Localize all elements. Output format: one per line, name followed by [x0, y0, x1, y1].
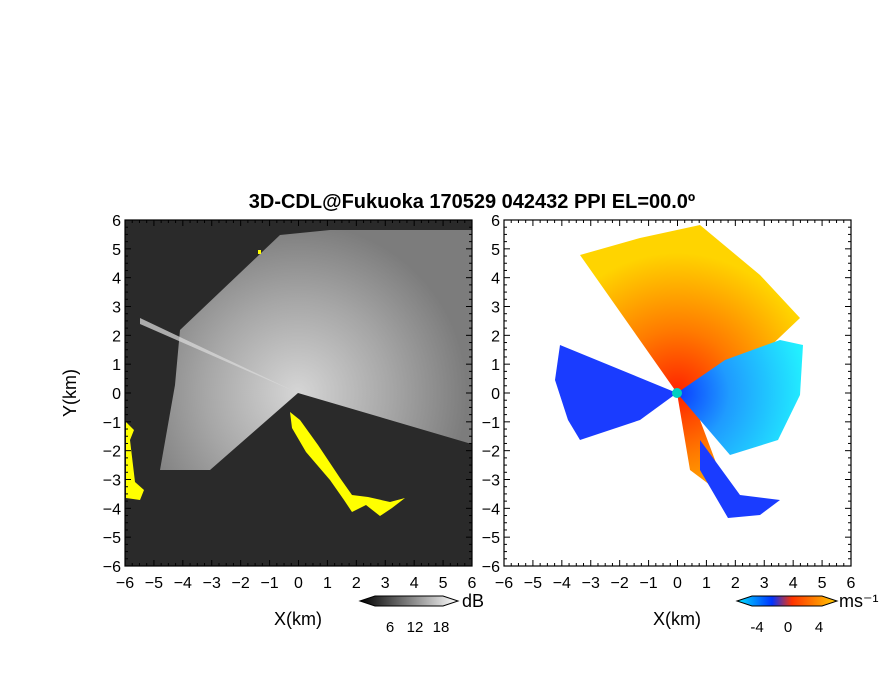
- left-ytick-label: 1: [112, 357, 121, 374]
- left-colorbar-tick-3: 18: [433, 619, 450, 636]
- left-ytick-label: 4: [112, 271, 121, 288]
- right-ytick-label: −4: [482, 501, 500, 518]
- right-colorbar-tick-1: -4: [750, 619, 763, 636]
- right-colorbar-tick-3: 4: [815, 619, 823, 636]
- left-ytick-label: 3: [112, 300, 121, 317]
- right-xlabel: X(km): [653, 609, 701, 629]
- left-ytick-label: −3: [103, 473, 121, 490]
- right-ytick-label: −5: [482, 530, 500, 547]
- left-xtick-label: 3: [381, 575, 390, 592]
- right-southeast-edge: [700, 440, 780, 518]
- left-xtick-label: 4: [410, 575, 419, 592]
- right-ytick-label: 6: [491, 213, 500, 230]
- right-colorbar: ms⁻¹ -4 0 4: [735, 591, 879, 636]
- right-west-beams: [555, 345, 677, 440]
- left-xtick-label: −6: [116, 575, 134, 592]
- left-ytick-label: 0: [112, 386, 121, 403]
- right-xtick-label: 6: [847, 575, 856, 592]
- right-panel-ticks: −6 −5 −4 −3 −2 −1 0 1 2 3 4 5 6 −6 −5 −4 −3 −2 −1 0 1 2 3 4 5 6: [482, 213, 856, 592]
- left-ytick-label: −2: [103, 444, 121, 461]
- left-colorbar-tick-2: 12: [407, 619, 424, 636]
- left-ytick-label: −1: [103, 415, 121, 432]
- right-ytick-label: −6: [482, 559, 500, 576]
- left-colorbar-bar: [358, 595, 460, 607]
- right-ytick-label: 4: [491, 271, 500, 288]
- left-ytick-label: 5: [112, 242, 121, 259]
- left-highlight-speck: [258, 250, 261, 254]
- left-panel-ticks: −6 −5 −4 −3 −2 −1 0 1 2 3 4 5 6 −6 −5 −4 −3 −2 −1 0 1 2 3 4 5 6: [103, 213, 477, 592]
- left-ytick-label: −5: [103, 530, 121, 547]
- right-xtick-label: −2: [611, 575, 629, 592]
- right-xtick-label: 0: [673, 575, 682, 592]
- left-xtick-label: 0: [294, 575, 303, 592]
- left-ytick-label: 2: [112, 328, 121, 345]
- left-ytick-label: 6: [112, 213, 121, 230]
- chart-title: 3D-CDL@Fukuoka 170529 042432 PPI EL=00.0…: [249, 191, 695, 213]
- right-ytick-label: −1: [482, 415, 500, 432]
- right-xtick-label: −3: [582, 575, 600, 592]
- left-echo-fan: [160, 230, 472, 470]
- right-xtick-label: 1: [702, 575, 711, 592]
- left-ytick-label: −6: [103, 559, 121, 576]
- right-xtick-label: −1: [639, 575, 657, 592]
- right-approaching-sector: [580, 225, 800, 500]
- right-ytick-label: 3: [491, 300, 500, 317]
- right-colorbar-bar: [735, 595, 839, 607]
- right-ytick-label: 1: [491, 357, 500, 374]
- right-ytick-label: −2: [482, 444, 500, 461]
- right-panel: [504, 220, 851, 566]
- right-center-marker: [672, 388, 682, 398]
- left-colorbar-unit: dB: [462, 591, 484, 611]
- left-xtick-label: 6: [468, 575, 477, 592]
- left-xtick-label: 2: [352, 575, 361, 592]
- right-receding-sector: [677, 340, 803, 455]
- right-xtick-label: −6: [495, 575, 513, 592]
- left-xtick-label: −1: [260, 575, 278, 592]
- left-colorbar-tick-1: 6: [386, 619, 394, 636]
- left-xtick-label: −5: [145, 575, 163, 592]
- right-xtick-label: 3: [760, 575, 769, 592]
- left-ytick-label: −4: [103, 501, 121, 518]
- left-xtick-label: 1: [323, 575, 332, 592]
- right-ytick-label: 2: [491, 328, 500, 345]
- right-ytick-label: −3: [482, 473, 500, 490]
- left-highlight-echoes: [126, 250, 405, 516]
- left-xtick-label: 5: [439, 575, 448, 592]
- right-ytick-label: 0: [491, 386, 500, 403]
- right-xtick-label: 2: [731, 575, 740, 592]
- left-colorbar: dB 6 12 18: [358, 591, 484, 636]
- left-highlight-west: [126, 422, 144, 500]
- left-xtick-label: −3: [203, 575, 221, 592]
- right-xtick-label: 5: [818, 575, 827, 592]
- right-colorbar-unit: ms⁻¹: [839, 591, 879, 611]
- right-xtick-label: −4: [553, 575, 571, 592]
- right-xtick-label: −5: [524, 575, 542, 592]
- left-echo-beam: [140, 318, 298, 393]
- left-xtick-label: −4: [174, 575, 192, 592]
- right-ytick-label: 5: [491, 242, 500, 259]
- left-xtick-label: −2: [232, 575, 250, 592]
- left-xlabel: X(km): [274, 609, 322, 629]
- right-xtick-label: 4: [789, 575, 798, 592]
- left-highlight-southeast: [290, 412, 405, 516]
- left-panel: [125, 220, 472, 566]
- right-colorbar-tick-2: 0: [784, 619, 792, 636]
- left-ylabel: Y(km): [60, 369, 80, 417]
